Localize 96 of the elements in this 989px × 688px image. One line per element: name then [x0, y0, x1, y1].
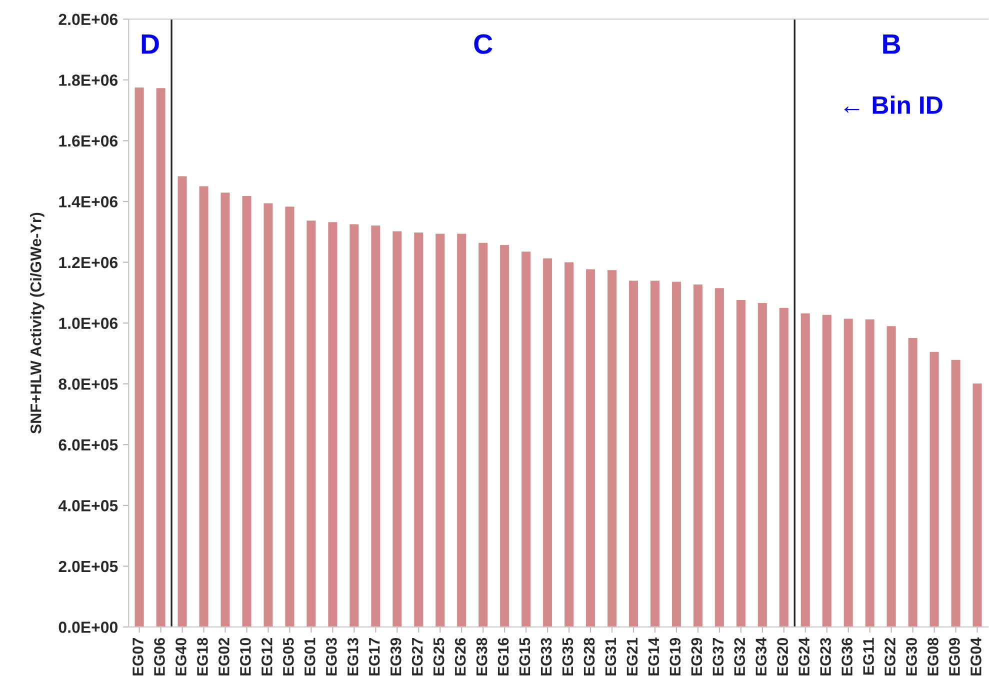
bar: [951, 360, 960, 627]
x-tick-label: EG40: [176, 638, 186, 676]
bar: [586, 269, 596, 627]
bar: [522, 252, 531, 627]
bar: [972, 384, 982, 627]
x-tick-label: EG35: [562, 638, 574, 676]
x-tick-label: EG16: [498, 638, 509, 676]
x-tick-label: EG19: [670, 638, 681, 676]
x-tick-label: EG02: [218, 638, 230, 676]
bar: [564, 262, 574, 627]
y-tick-label: 1.0E+06: [59, 318, 118, 329]
y-tick-label: 1.4E+06: [59, 196, 118, 208]
bar: [328, 222, 338, 627]
annotation: D: [142, 34, 159, 54]
x-tick-label: EG38: [476, 638, 488, 676]
y-tick-label: 1.6E+06: [59, 135, 118, 147]
x-tick-label: EG03: [326, 638, 337, 676]
x-tick-label: EG07: [132, 638, 144, 676]
bar: [264, 203, 273, 627]
y-axis-title: SNF+HLW Activity (Ci/GWe-Yr): [30, 212, 44, 434]
x-tick-label: EG31: [605, 638, 616, 676]
x-tick-label: EG13: [347, 638, 358, 676]
annotation: B: [883, 34, 900, 54]
bar: [436, 234, 445, 627]
x-tick-label: EG15: [519, 638, 530, 676]
x-tick-label: EG23: [820, 638, 831, 676]
bar: [392, 231, 402, 627]
bar: [650, 280, 660, 627]
bar: [865, 319, 874, 627]
y-tick-label: 4.0E+05: [58, 500, 118, 512]
y-tick-label: 0.0E+00: [58, 622, 118, 633]
x-tick-label: EG28: [584, 638, 595, 676]
x-tick-label: EG17: [368, 638, 380, 676]
bar: [672, 282, 681, 627]
annotation: C: [474, 34, 492, 54]
x-tick-label: EG30: [906, 638, 917, 676]
bar: [822, 314, 832, 627]
bar: [134, 88, 144, 627]
bar: [908, 338, 918, 627]
x-tick-label: EG27: [412, 638, 423, 676]
bar: [779, 308, 788, 627]
bar: [306, 220, 316, 627]
bar: [543, 258, 552, 627]
x-tick-label: EG14: [648, 637, 660, 676]
bar: [607, 270, 617, 627]
x-tick-label: EG06: [154, 638, 165, 676]
bar: [371, 225, 380, 627]
bar: [178, 176, 187, 627]
bar: [414, 232, 424, 627]
x-tick-label: EG39: [390, 638, 402, 676]
x-tick-label: EG34: [756, 637, 767, 676]
x-tick-label: EG20: [777, 638, 788, 676]
bar: [478, 242, 488, 627]
x-tick-label: EG25: [433, 638, 444, 676]
x-tick-label: EG08: [928, 638, 938, 676]
bar: [736, 300, 746, 627]
x-tick-label: EG12: [262, 638, 272, 676]
y-tick-label: 1.2E+06: [59, 256, 118, 268]
x-tick-label: EG10: [240, 638, 251, 676]
bar: [844, 318, 853, 627]
x-tick-label: EG29: [691, 638, 702, 676]
y-tick-label: 6.0E+05: [58, 439, 118, 451]
x-tick-label: EG21: [626, 638, 638, 676]
bar: [199, 186, 208, 627]
y-tick-label: 8.0E+05: [58, 378, 118, 390]
bar: [628, 280, 638, 627]
bar: [242, 196, 252, 627]
x-tick-label: EG22: [884, 638, 896, 676]
x-tick-label: EG36: [842, 638, 852, 676]
x-tick-label: EG05: [283, 638, 294, 676]
bar: [714, 288, 724, 627]
bar: [758, 302, 767, 627]
bar: [930, 352, 939, 627]
x-tick-label: EG33: [540, 638, 552, 676]
x-tick-label: EG11: [863, 638, 874, 675]
x-tick-label: EG26: [454, 638, 466, 676]
x-tick-label: EG04: [970, 637, 982, 676]
annotation: ← Bin ID: [844, 96, 942, 114]
bar: [886, 326, 896, 627]
y-tick-label: 2.0E+05: [58, 560, 118, 572]
x-tick-label: EG37: [712, 638, 724, 676]
bar: [500, 244, 510, 627]
bar: [156, 88, 166, 627]
x-tick-label: EG01: [304, 638, 316, 676]
bar: [693, 284, 702, 627]
x-tick-label: EG24: [798, 637, 810, 676]
y-tick-label: 1.8E+06: [59, 74, 118, 86]
x-tick-label: EG09: [949, 638, 960, 676]
x-tick-label: EG18: [197, 638, 208, 676]
bar: [285, 206, 294, 627]
y-tick-label: 2.0E+06: [58, 14, 118, 26]
bar: [800, 313, 810, 627]
bar: [350, 224, 359, 627]
bar: [220, 192, 230, 627]
x-tick-label: EG32: [734, 638, 746, 676]
bar: [457, 234, 466, 627]
